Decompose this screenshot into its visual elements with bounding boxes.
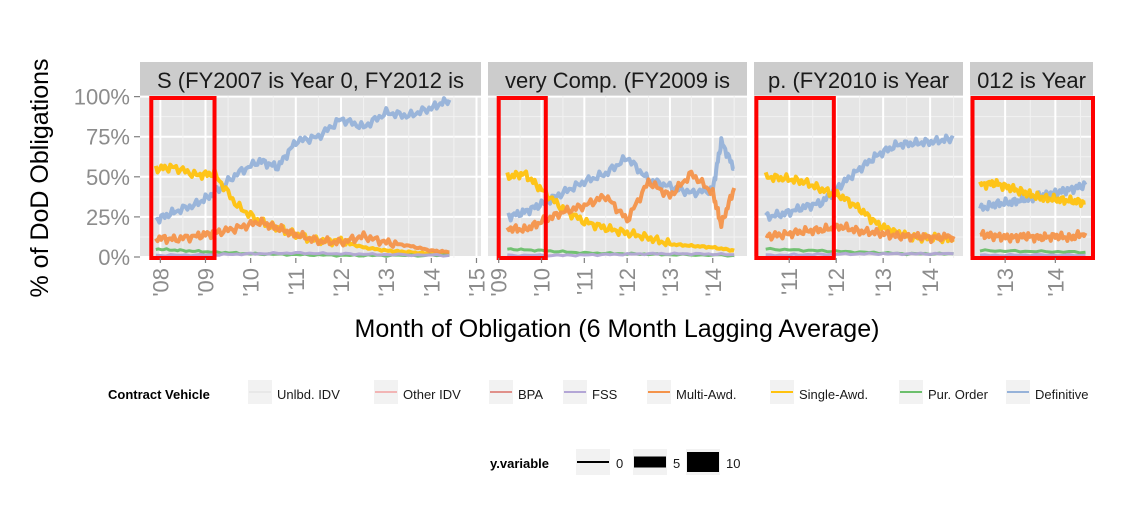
legend-label: FSS <box>592 387 618 402</box>
x-tick-label: '13 <box>871 268 896 297</box>
x-tick-label: '10 <box>530 268 555 297</box>
highlight-box <box>970 96 1095 260</box>
facet-panel-4: 012 is Year '13 '14 <box>970 62 1095 297</box>
x-tick-label: '12 <box>824 268 849 297</box>
facet-strip-label: 012 is Year <box>977 68 1086 93</box>
x-tick-label: '13 <box>658 268 683 297</box>
series-line-definitive <box>764 133 955 222</box>
x-tick-label: '10 <box>239 268 264 297</box>
facet-strip-label: S (FY2007 is Year 0, FY2012 is <box>157 68 464 93</box>
legend-item: Unlbd. IDV <box>248 380 340 404</box>
series-line-fss <box>155 251 450 258</box>
y-axis: 0% 25% 50% 75% 100% <box>74 85 140 270</box>
x-tick-label: '14 <box>419 268 444 297</box>
x-axis-title: Month of Obligation (6 Month Lagging Ave… <box>355 315 880 343</box>
color-legend: Contract Vehicle Unlbd. IDV Other IDV BPA F… <box>108 380 1088 404</box>
y-tick-label: 50% <box>86 165 130 190</box>
facet-strip-clip: 012 is Year <box>977 68 1086 93</box>
series-line-multi-awd <box>154 216 450 255</box>
series-line-multi-awd <box>505 169 737 234</box>
legend-label: BPA <box>518 387 543 402</box>
facet-panel-3: p. (FY2010 is Year '11 '12 '13 '14 <box>754 62 963 297</box>
facet-strip <box>970 62 1093 96</box>
legend-label: Unlbd. IDV <box>277 387 340 402</box>
series-line-single-awd <box>505 169 735 253</box>
x-tick-label: '14 <box>918 268 943 297</box>
size-legend-item: 10 <box>686 449 740 475</box>
series-line-fss <box>507 251 735 258</box>
y-axis-title: % of DoD Obligations <box>26 58 54 297</box>
size-legend-swatch <box>577 461 609 463</box>
series-line-pur-order <box>979 248 1086 255</box>
y-tick-label: 75% <box>86 125 130 150</box>
series-line-fss <box>765 251 954 258</box>
size-legend-label: 10 <box>726 456 740 471</box>
x-tick-label: '13 <box>993 268 1018 297</box>
facet-strip <box>488 62 747 96</box>
facet-strip-label: very Comp. (FY2009 is <box>505 68 730 93</box>
facet-panel-2: very Comp. (FY2009 is '09 '10 '11 '12 '13 '14 <box>487 62 747 297</box>
size-legend: y.variable 0 5 10 <box>490 449 740 475</box>
facet-strip <box>754 62 963 96</box>
panel-series <box>978 178 1088 258</box>
legend-label: Single-Awd. <box>799 387 868 402</box>
highlight-box <box>149 96 217 260</box>
series-line-multi-awd <box>979 229 1088 244</box>
legend-item: Multi-Awd. <box>647 380 736 404</box>
size-legend-swatch <box>687 452 719 472</box>
legend-label: Pur. Order <box>928 387 989 402</box>
panel-series <box>505 136 737 258</box>
series-line-fss <box>979 252 1086 258</box>
legend-title: Contract Vehicle <box>108 387 210 402</box>
x-tick-label: '09 <box>193 268 218 297</box>
facet-strip-clip: S (FY2007 is Year 0, FY2012 is <box>157 68 464 93</box>
facet-strip-clip: p. (FY2010 is Year <box>768 68 949 93</box>
highlight-box <box>496 96 548 260</box>
size-legend-title: y.variable <box>490 456 549 471</box>
x-tick-label: '09 <box>487 268 512 297</box>
size-legend-label: 0 <box>616 456 623 471</box>
legend-item: Single-Awd. <box>770 380 868 404</box>
legend-item: Definitive <box>1006 380 1088 404</box>
x-tick-label: '11 <box>284 268 309 295</box>
x-tick-label: '14 <box>1043 268 1068 297</box>
y-tick-label: 100% <box>74 85 130 110</box>
series-line-single-awd <box>153 162 450 257</box>
series-line-definitive <box>154 96 452 225</box>
legend-item: FSS <box>563 380 618 404</box>
y-tick-label: 25% <box>86 205 130 230</box>
panel-series <box>763 133 956 258</box>
highlight-box <box>754 96 836 260</box>
x-tick-label: '08 <box>148 268 173 297</box>
facet-strip <box>140 62 481 96</box>
y-tick-label: 0% <box>98 245 130 270</box>
facet-strip-label: p. (FY2010 is Year <box>768 68 949 93</box>
legend-item: BPA <box>489 380 543 404</box>
series-line-single-awd <box>978 178 1086 209</box>
x-tick-label: '15 <box>464 268 489 297</box>
legend-item: Pur. Order <box>899 380 989 404</box>
facet-strip-clip: very Comp. (FY2009 is <box>505 68 730 93</box>
x-tick-label: '11 <box>572 268 597 295</box>
size-legend-item: 0 <box>576 449 623 475</box>
size-legend-label: 5 <box>673 456 680 471</box>
size-legend-item: 5 <box>633 449 680 475</box>
panel-series <box>153 96 452 258</box>
legend-label: Multi-Awd. <box>676 387 736 402</box>
legend-label: Definitive <box>1035 387 1088 402</box>
legend-label: Other IDV <box>403 387 461 402</box>
x-tick-label: '12 <box>329 268 354 297</box>
series-line-multi-awd <box>764 221 956 245</box>
facet-panel-1: S (FY2007 is Year 0, FY2012 is '08 '09 '10 '… <box>140 62 489 297</box>
x-tick-label: '11 <box>777 268 802 295</box>
legend-item: Other IDV <box>374 380 461 404</box>
series-line-definitive <box>978 180 1088 212</box>
x-tick-label: '13 <box>374 268 399 297</box>
size-legend-swatch <box>634 456 666 468</box>
x-tick-label: '14 <box>701 268 726 297</box>
x-tick-label: '12 <box>615 268 640 297</box>
panels-layer: S (FY2007 is Year 0, FY2012 is '08 '09 '10 '… <box>140 62 1095 297</box>
